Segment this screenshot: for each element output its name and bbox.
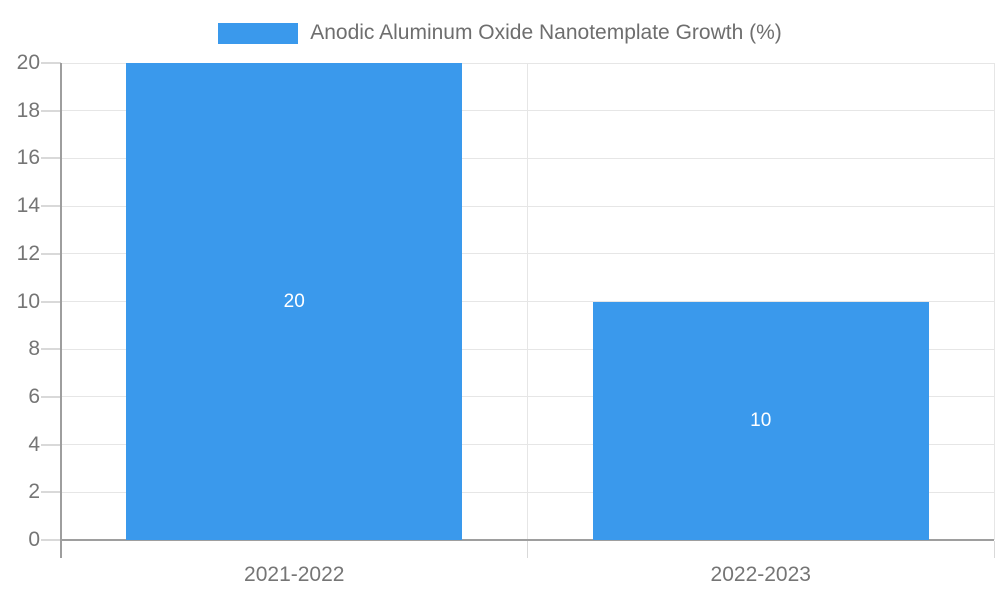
y-axis-tick-mark [41, 348, 61, 351]
y-axis-line [60, 63, 62, 558]
legend[interactable]: Anodic Aluminum Oxide Nanotemplate Growt… [0, 21, 1000, 45]
y-axis-tick-label: 4 [28, 432, 40, 456]
legend-swatch [218, 22, 299, 44]
y-axis-tick-mark [41, 109, 61, 112]
bar-2022-2023[interactable] [592, 301, 929, 540]
x-axis-category-label: 2021-2022 [244, 563, 345, 586]
y-axis-tick-mark [41, 395, 61, 398]
y-axis-tick-label: 16 [16, 146, 40, 170]
y-axis-tick-label: 6 [28, 384, 40, 408]
bar-value-label: 20 [283, 290, 305, 312]
x-axis-category-label: 2022-2023 [710, 563, 811, 586]
y-axis-tick-label: 8 [28, 337, 40, 361]
y-axis-tick-mark [41, 62, 61, 64]
category-boundary-gridline [527, 63, 528, 540]
x-axis-line [61, 539, 994, 541]
y-axis-tick-label: 14 [16, 194, 40, 218]
x-axis-tick-mark [993, 541, 995, 558]
y-axis-tick-label: 18 [16, 98, 40, 122]
x-axis-tick-mark [527, 541, 528, 558]
y-axis-tick-mark [41, 205, 61, 208]
y-axis-tick-label: 10 [16, 289, 40, 313]
y-axis-tick-label: 12 [16, 241, 40, 265]
y-axis-tick-mark [41, 539, 61, 541]
y-axis-tick-label: 0 [28, 528, 40, 551]
y-axis-tick-mark [41, 157, 61, 160]
y-axis-tick-label: 20 [16, 51, 40, 74]
bar-value-label: 10 [750, 409, 772, 431]
y-axis-tick-label: 2 [28, 480, 40, 504]
y-axis-tick-mark [41, 252, 61, 255]
category-boundary-gridline [993, 63, 995, 540]
bar-2021-2022[interactable] [126, 63, 463, 540]
y-axis-tick-mark [41, 491, 61, 494]
legend-label: Anodic Aluminum Oxide Nanotemplate Growt… [310, 21, 782, 44]
y-axis-tick-mark [41, 300, 61, 303]
y-axis-tick-mark [41, 443, 61, 446]
